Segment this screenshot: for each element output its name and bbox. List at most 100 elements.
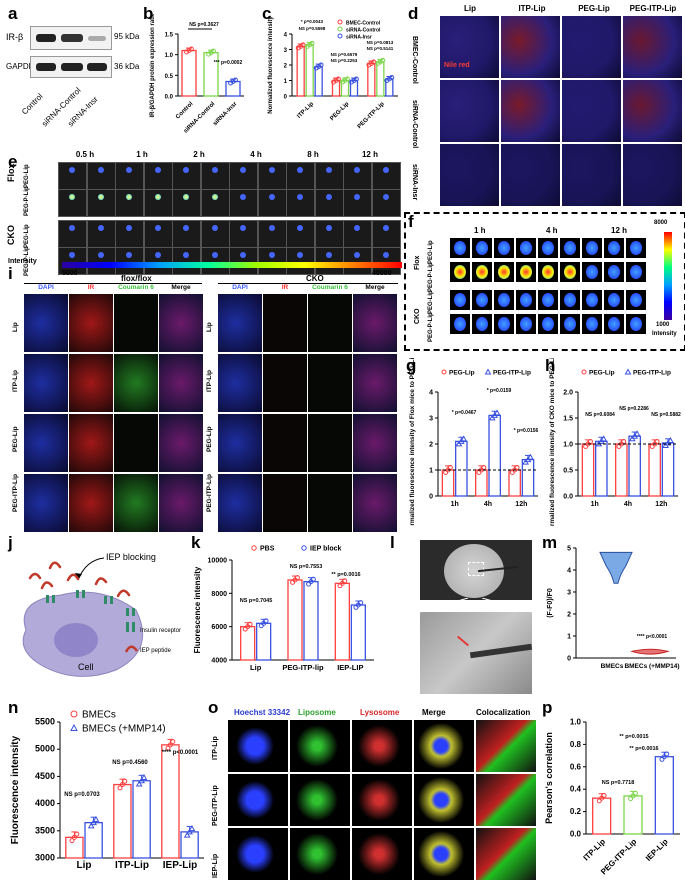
mouse-image — [229, 220, 258, 248]
signal-spot — [564, 265, 576, 279]
x-tick-label: BMECs — [601, 663, 624, 670]
signal-spot — [240, 225, 246, 231]
signal-spot — [542, 317, 554, 331]
organ-image — [604, 262, 624, 282]
organ-image — [604, 238, 624, 258]
y-tick-label: 1.0 — [165, 53, 174, 59]
annotation: NS p=0.2253 — [331, 58, 358, 63]
mouse-image — [172, 220, 201, 248]
annotation: NS p=0.4560 — [112, 760, 148, 766]
legend-label: PEG-ITP-Lip — [493, 370, 531, 377]
o-col: Hoechst 33342 — [234, 708, 291, 717]
signal-spot — [498, 293, 510, 307]
mouse-image — [257, 247, 287, 275]
signal-spot — [382, 194, 389, 200]
data-point — [186, 828, 193, 835]
bar — [240, 626, 256, 661]
legend-label: BMECs (+MMP14) — [82, 724, 166, 735]
signal-spot — [69, 252, 75, 258]
annotation: NS p=0.5882 — [651, 412, 681, 418]
j-arrow — [77, 557, 105, 581]
data-point — [309, 40, 315, 46]
bar — [628, 435, 641, 497]
chart-p: 0.0 0.2 0.4 0.6 0.8 1.0 Pearson's correlation I… — [544, 718, 680, 876]
signal-spot — [454, 241, 466, 255]
data-point — [138, 777, 145, 784]
signal-spot — [268, 194, 275, 200]
data-point — [601, 792, 607, 798]
organ-image — [472, 262, 492, 282]
fluorescence-image — [440, 16, 499, 78]
panel-letter-g: g — [406, 356, 417, 375]
e-time: 12 h — [361, 150, 378, 159]
f-scale-max: 8000 — [654, 220, 668, 226]
mouse-image — [143, 247, 173, 275]
data-point — [353, 76, 359, 82]
annotation: **** p<0.0001 — [637, 634, 668, 640]
mouse-image — [58, 220, 87, 248]
data-point — [242, 626, 248, 632]
data-point — [294, 575, 300, 581]
mouse-image — [314, 189, 344, 217]
signal-spot — [240, 167, 246, 173]
signal-spot — [97, 194, 104, 200]
signal-spot — [520, 265, 532, 279]
signal-spot — [325, 194, 332, 200]
y-tick-label: 0 — [284, 95, 288, 101]
data-point — [122, 778, 128, 784]
col-header: Lip — [464, 4, 476, 13]
bar — [303, 581, 319, 661]
f-time: 1 h — [474, 226, 486, 235]
confocal-image — [352, 720, 412, 772]
annotation: * p=0.0043 — [301, 19, 324, 24]
j-nucleus — [54, 623, 98, 657]
panel-f-box: 1 h 4 h 12 h Flox CKO PEG-Lip PEG-P-Lip … — [404, 212, 685, 351]
violin — [599, 551, 633, 584]
annotation: NS p=0.6579 — [331, 52, 358, 57]
fluorescence-image — [623, 80, 682, 142]
i-row-label: Lip — [206, 322, 213, 332]
panel-letter-h: h — [545, 356, 556, 375]
e-time: 4 h — [250, 150, 262, 159]
data-point — [300, 42, 306, 48]
bar — [287, 579, 303, 661]
j-legend-receptor — [126, 622, 135, 632]
l-top-image — [420, 540, 532, 600]
o-row: IEP-Lip — [212, 853, 219, 878]
y-tick-label: 1 — [429, 468, 433, 475]
y-tick-label: 0.8 — [570, 740, 582, 749]
signal-spot — [354, 167, 360, 173]
data-point — [514, 465, 520, 471]
data-point — [306, 581, 312, 587]
mouse-image — [343, 189, 372, 217]
data-point — [476, 469, 482, 475]
e-colorbar — [62, 262, 402, 268]
bar — [623, 795, 643, 835]
chart-k: 4000 6000 8000 10000 Fluorescence intensity L… — [193, 545, 374, 672]
organ-image — [626, 290, 646, 310]
data-point — [69, 838, 75, 844]
confocal-image — [414, 828, 474, 880]
confocal-image — [290, 828, 350, 880]
mouse-image — [286, 189, 315, 217]
y-tick-label: 2 — [284, 64, 288, 70]
i-row-label: ITP-Lip — [12, 369, 19, 392]
panel-d-grid: Lip ITP-Lip PEG-Lip PEG-ITP-Lip BMEC-Con… — [411, 4, 685, 209]
fluorescence-image — [623, 16, 682, 78]
signal-spot — [630, 317, 642, 331]
signal-spot — [586, 293, 598, 307]
mouse-image — [172, 162, 201, 190]
data-point — [119, 782, 125, 788]
legend-marker — [624, 368, 632, 375]
mouse-image — [200, 247, 230, 275]
panel-letter-f: f — [408, 212, 414, 231]
organ-image — [538, 262, 558, 282]
panel-o-confocal: Hoechst 33342 Liposome Lysosome Merge Co… — [212, 700, 538, 886]
signal-spot — [325, 252, 332, 258]
panel-letter-c: c — [262, 4, 272, 23]
annotation: * p=0.0156 — [514, 428, 539, 434]
mouse-image — [143, 162, 173, 190]
confocal-image — [228, 828, 288, 880]
legend-marker — [337, 19, 343, 25]
fluorescence-image — [562, 80, 621, 142]
